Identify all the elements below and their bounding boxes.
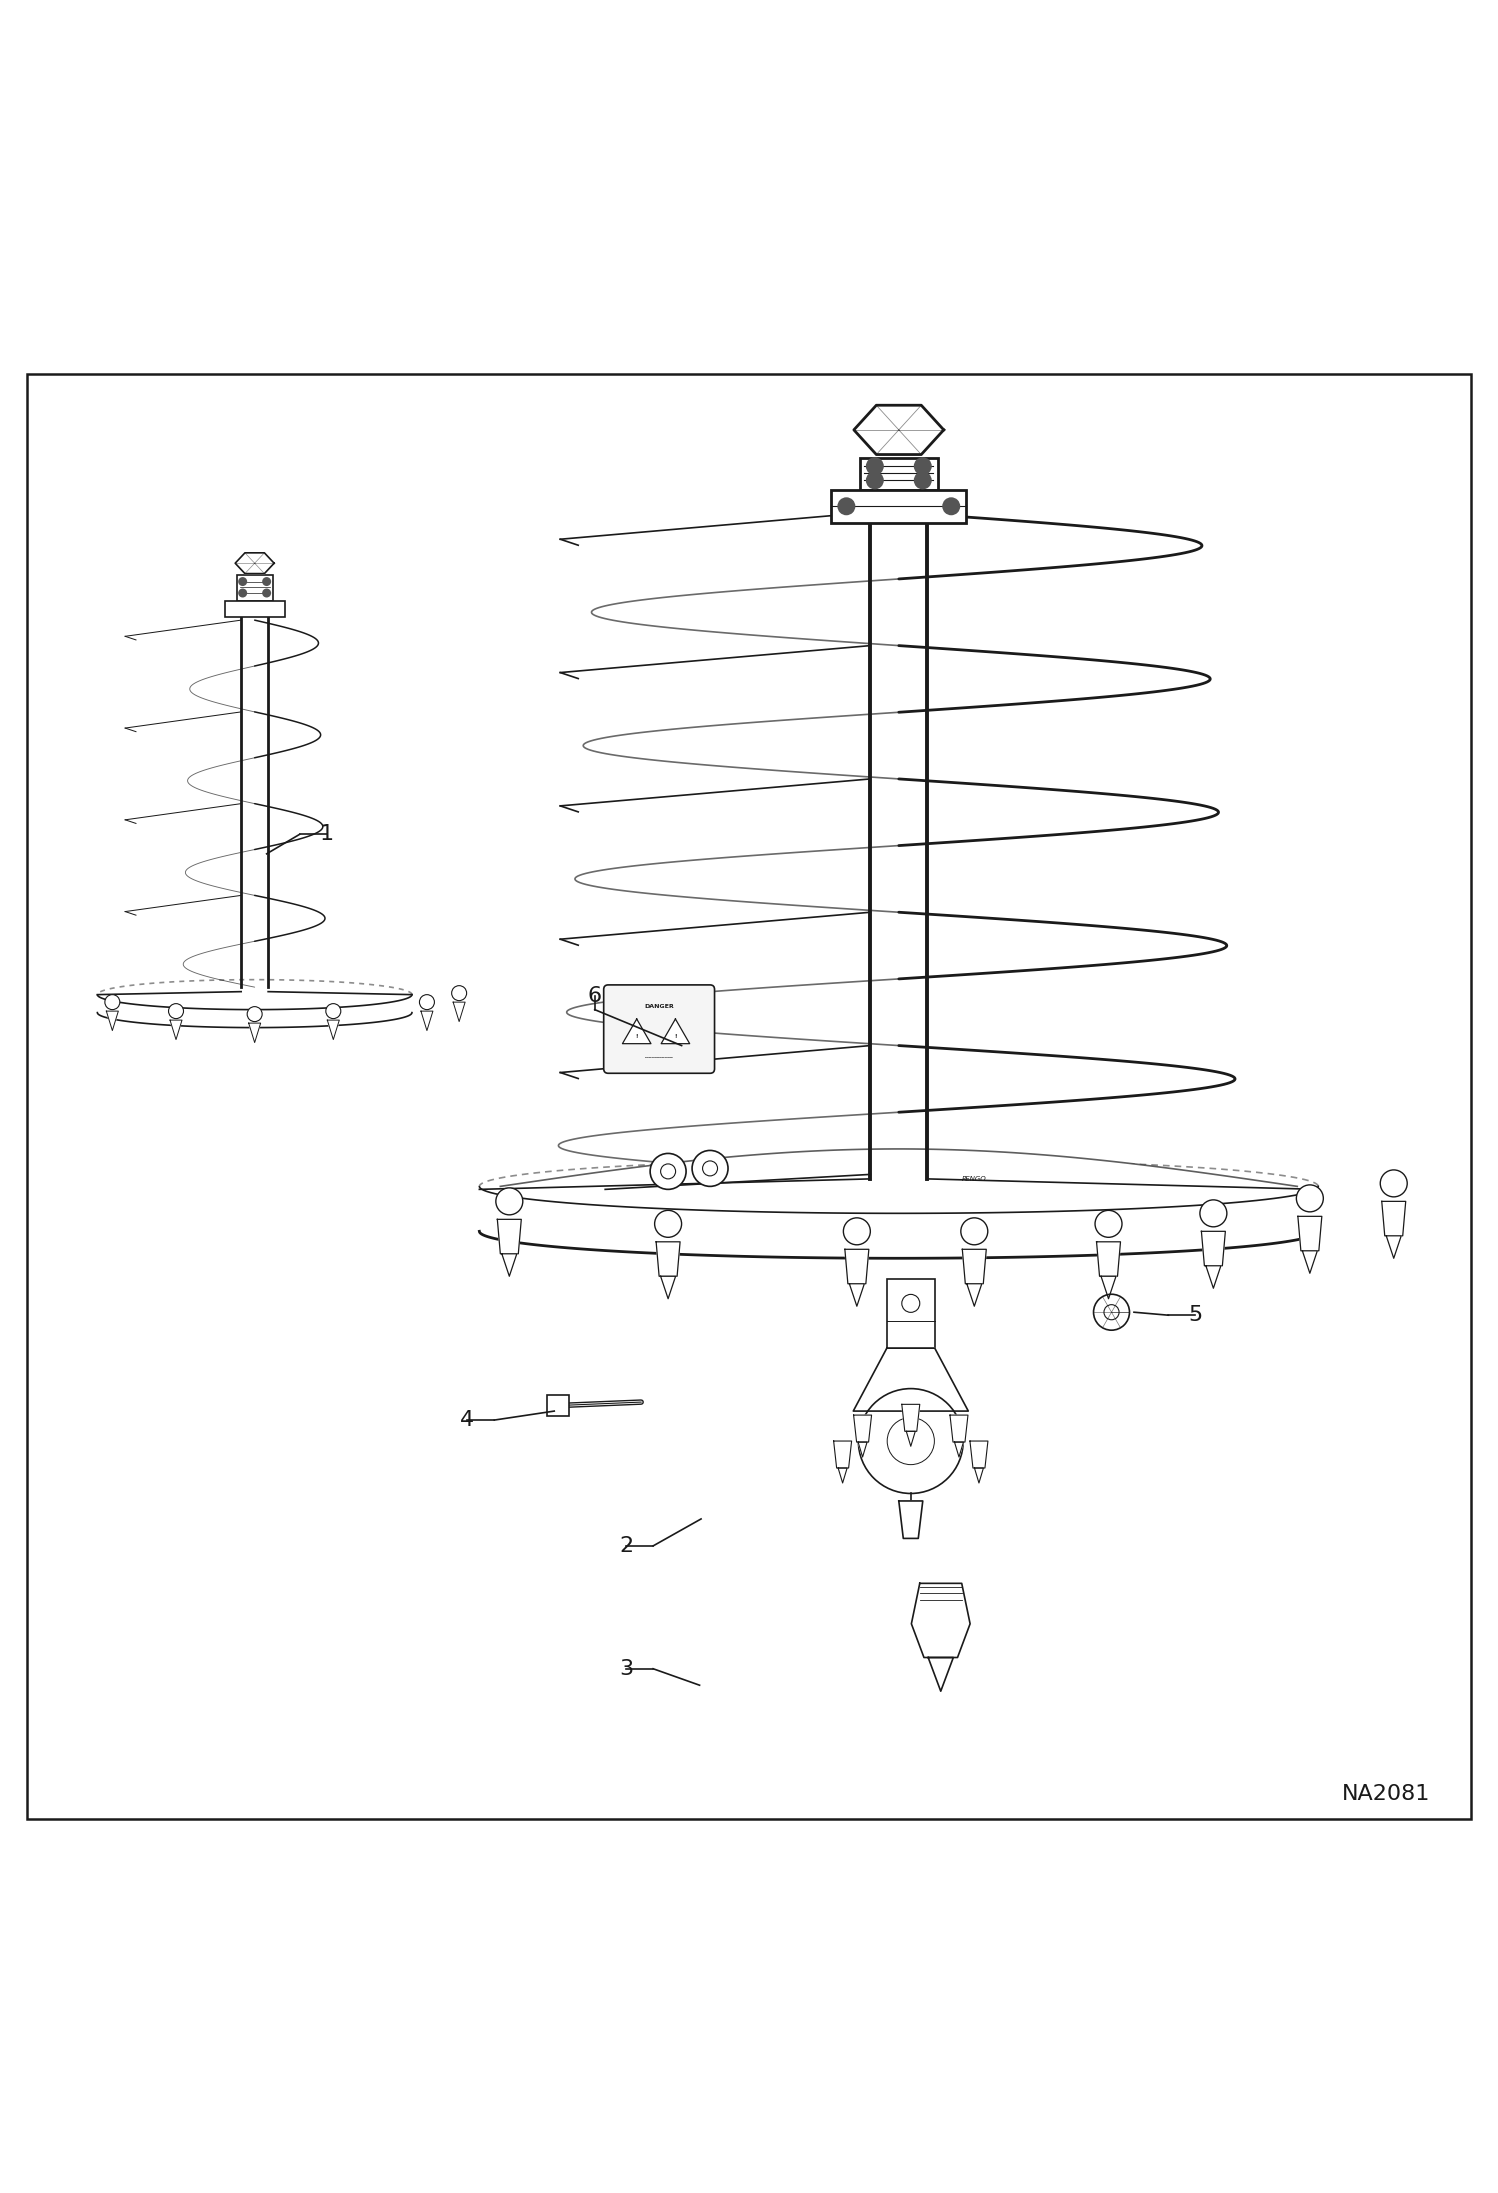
Polygon shape	[902, 1404, 920, 1432]
Circle shape	[327, 1004, 342, 1018]
Polygon shape	[971, 1441, 989, 1467]
Circle shape	[942, 498, 960, 515]
Polygon shape	[502, 1254, 517, 1276]
Polygon shape	[899, 1500, 923, 1539]
Polygon shape	[854, 1349, 968, 1410]
Polygon shape	[974, 1467, 983, 1482]
Polygon shape	[1302, 1250, 1317, 1274]
Polygon shape	[929, 1658, 953, 1691]
Text: 6: 6	[587, 987, 602, 1007]
Text: 5: 5	[1188, 1305, 1203, 1325]
Polygon shape	[421, 1011, 433, 1031]
Text: !: !	[635, 1033, 638, 1039]
Polygon shape	[858, 1443, 867, 1456]
Bar	[547, 1395, 569, 1414]
Circle shape	[105, 996, 120, 1009]
Polygon shape	[171, 1020, 183, 1039]
Polygon shape	[854, 1414, 872, 1443]
Polygon shape	[906, 1432, 915, 1445]
Circle shape	[452, 985, 467, 1000]
Circle shape	[1095, 1211, 1122, 1237]
Polygon shape	[839, 1467, 848, 1482]
Polygon shape	[845, 1250, 869, 1283]
Polygon shape	[911, 1583, 971, 1658]
Polygon shape	[327, 1020, 339, 1039]
Text: !: !	[674, 1033, 677, 1039]
Circle shape	[960, 1217, 987, 1246]
Polygon shape	[954, 1443, 963, 1456]
Circle shape	[247, 1007, 262, 1022]
Polygon shape	[1097, 1241, 1121, 1276]
FancyBboxPatch shape	[604, 985, 715, 1072]
Bar	[887, 1279, 935, 1349]
Polygon shape	[833, 1441, 851, 1467]
Circle shape	[692, 1151, 728, 1186]
Circle shape	[419, 996, 434, 1009]
Circle shape	[843, 1217, 870, 1246]
Polygon shape	[854, 406, 944, 454]
Circle shape	[1200, 1200, 1227, 1226]
Polygon shape	[1201, 1230, 1225, 1265]
Circle shape	[169, 1004, 184, 1018]
Polygon shape	[1386, 1237, 1401, 1259]
Polygon shape	[661, 1020, 689, 1044]
Circle shape	[262, 588, 271, 596]
Polygon shape	[235, 553, 274, 575]
Circle shape	[858, 1388, 963, 1493]
Bar	[860, 458, 938, 489]
Bar	[237, 575, 273, 601]
Polygon shape	[849, 1283, 864, 1307]
Text: 3: 3	[619, 1658, 634, 1678]
Circle shape	[1296, 1184, 1323, 1213]
Polygon shape	[661, 1276, 676, 1298]
Circle shape	[496, 1189, 523, 1215]
Text: DANGER: DANGER	[644, 1004, 674, 1009]
Polygon shape	[966, 1283, 981, 1307]
Circle shape	[1094, 1294, 1129, 1331]
Text: 2: 2	[619, 1535, 634, 1555]
Polygon shape	[1381, 1202, 1405, 1237]
Circle shape	[914, 471, 932, 489]
Polygon shape	[1206, 1265, 1221, 1287]
Circle shape	[837, 498, 855, 515]
Bar	[831, 489, 966, 522]
Circle shape	[650, 1154, 686, 1189]
Polygon shape	[962, 1250, 986, 1283]
Polygon shape	[1101, 1276, 1116, 1298]
Polygon shape	[249, 1024, 261, 1042]
Text: NA2081: NA2081	[1342, 1783, 1431, 1803]
Polygon shape	[452, 1002, 464, 1022]
Text: ─────────────────: ─────────────────	[646, 1055, 673, 1059]
Circle shape	[866, 471, 884, 489]
Polygon shape	[950, 1414, 968, 1443]
Circle shape	[914, 456, 932, 476]
Polygon shape	[656, 1241, 680, 1276]
Polygon shape	[1297, 1217, 1321, 1250]
Circle shape	[655, 1211, 682, 1237]
Circle shape	[866, 456, 884, 476]
Circle shape	[1380, 1169, 1407, 1197]
Polygon shape	[497, 1219, 521, 1254]
Text: 1: 1	[319, 825, 334, 844]
Polygon shape	[106, 1011, 118, 1031]
Circle shape	[238, 577, 247, 586]
Bar	[225, 601, 285, 616]
Polygon shape	[623, 1020, 652, 1044]
Text: 4: 4	[460, 1410, 475, 1430]
Text: PENGO: PENGO	[962, 1175, 986, 1182]
Circle shape	[238, 588, 247, 596]
Circle shape	[262, 577, 271, 586]
